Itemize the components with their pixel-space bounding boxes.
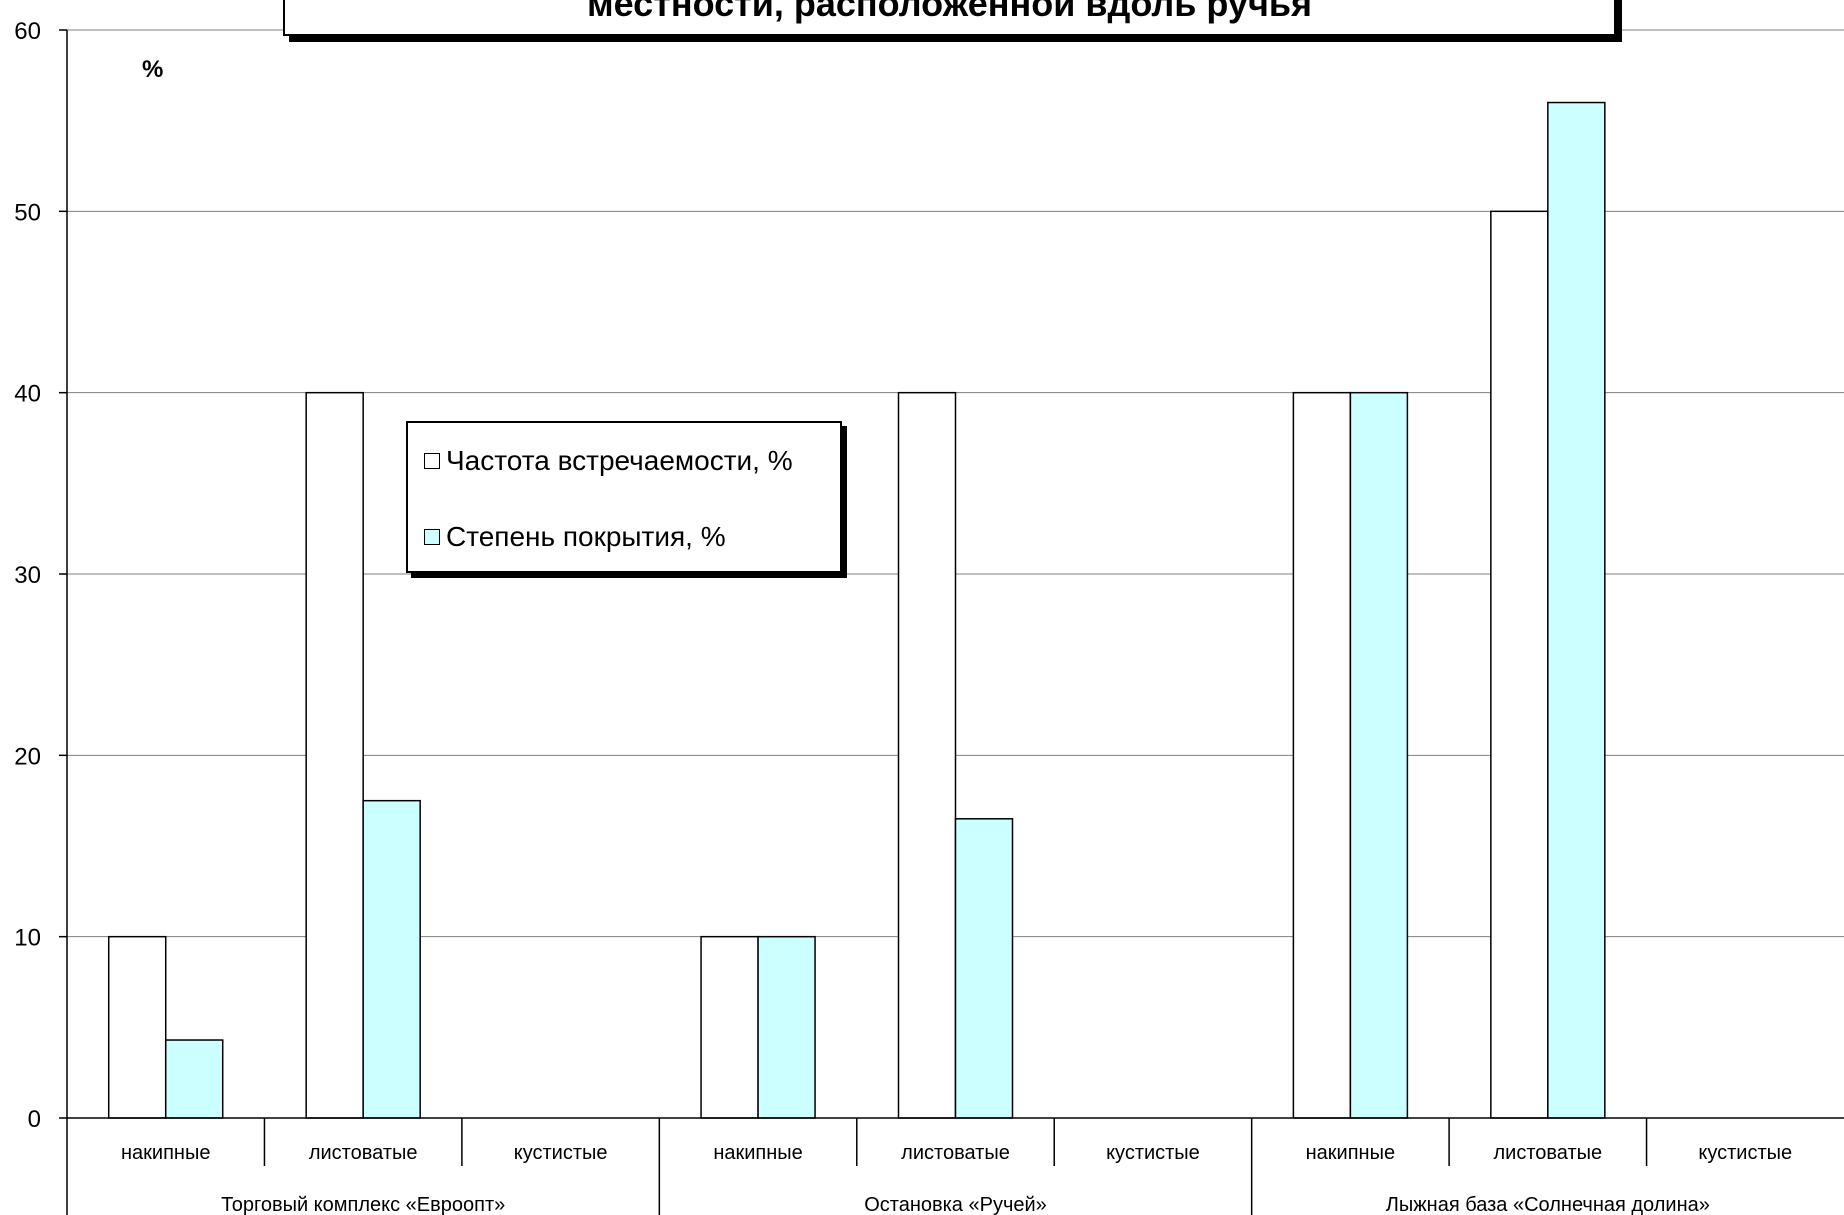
legend-label-coverage: Степень покрытия, % (446, 521, 726, 552)
x-category-label: кустистые (1698, 1142, 1792, 1164)
y-tick-label: 60 (14, 18, 41, 45)
y-tick-label: 40 (14, 381, 41, 408)
chart-title-box: местности, расположенной вдоль ручья (283, 0, 1616, 36)
x-category-label: листоватые (1494, 1142, 1603, 1164)
bar-frequency (897, 391, 957, 1119)
bar-frequency (1490, 210, 1549, 1119)
x-category-label: накипные (121, 1142, 210, 1164)
bar-coverage (757, 935, 816, 1119)
x-category-labels: накипные листоватые кустистые накипные листо… (121, 1142, 1792, 1215)
chart-title: местности, расположенной вдоль ручья (587, 0, 1312, 24)
y-tick-labels: 0 10 20 30 40 50 60 (14, 18, 41, 1133)
x-category-label: кустистые (1106, 1142, 1200, 1164)
legend-swatch-coverage (424, 529, 440, 545)
y-tick-label: 50 (14, 199, 41, 226)
y-tick-label: 30 (14, 562, 41, 589)
x-category-label: кустистые (514, 1142, 608, 1164)
x-category-label: накипные (1306, 1142, 1395, 1164)
legend-item-frequency: Частота встречаемости, % (424, 445, 793, 477)
bars (107, 101, 1606, 1119)
bar-coverage (1349, 391, 1409, 1119)
bar-frequency (107, 935, 167, 1119)
y-tick-label: 0 (28, 1106, 41, 1133)
legend-swatch-frequency (424, 453, 440, 469)
x-group-label: Торговый комплекс «Евроопт» (221, 1194, 505, 1215)
bar-frequency (1292, 391, 1352, 1119)
x-category-label: листоватые (901, 1142, 1010, 1164)
y-axis-label: % (142, 56, 163, 83)
bar-frequency (700, 935, 759, 1119)
x-group-label: Лыжная база «Солнечная долина» (1386, 1194, 1710, 1215)
x-group-label: Остановка «Ручей» (864, 1194, 1047, 1215)
bar-coverage (1547, 101, 1606, 1119)
legend-label-frequency: Частота встречаемости, % (446, 445, 793, 476)
legend: Частота встречаемости, % Степень покрыти… (406, 421, 842, 573)
bar-frequency (305, 391, 364, 1119)
y-tick-label: 20 (14, 743, 41, 770)
legend-item-coverage: Степень покрытия, % (424, 521, 726, 553)
bar-coverage (954, 818, 1014, 1119)
x-category-label: листоватые (309, 1142, 418, 1164)
bar-coverage (164, 1039, 224, 1119)
bar-coverage (362, 799, 421, 1119)
axes (59, 29, 1844, 1215)
x-category-label: накипные (713, 1142, 802, 1164)
y-tick-label: 10 (14, 925, 41, 952)
